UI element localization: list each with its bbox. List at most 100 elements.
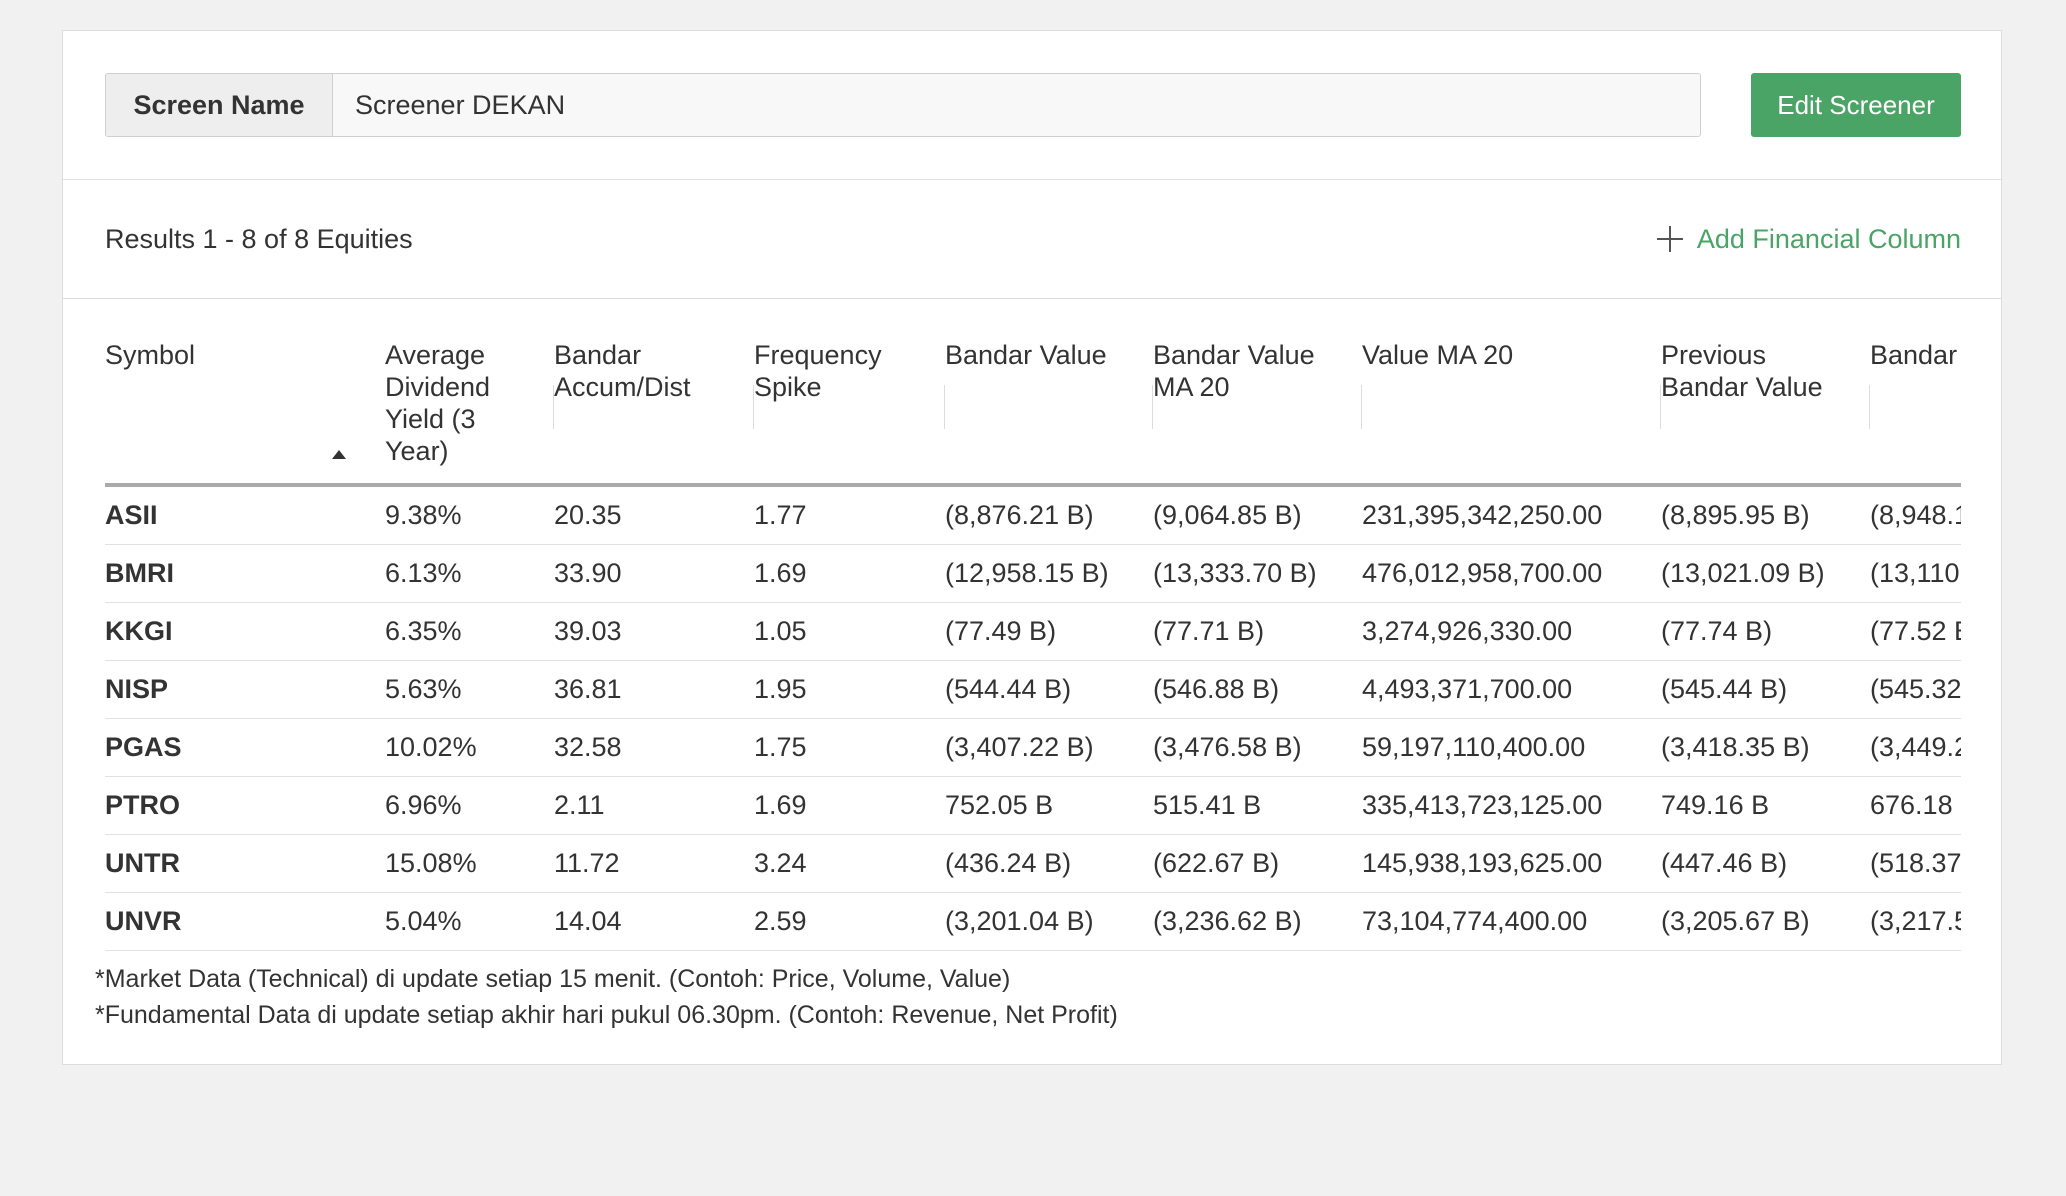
table-cell: (3,236.62 B)	[1153, 892, 1362, 951]
table-cell: (77.52 B)	[1870, 602, 1961, 661]
table-cell: (77.74 B)	[1661, 602, 1870, 661]
table-cell: 6.96%	[385, 776, 554, 835]
column-header-bandar-accum-dist[interactable]: Bandar Accum/Dist	[554, 299, 754, 487]
screener-card: Screen Name Edit Screener Results 1 - 8 …	[62, 30, 2002, 1065]
table-cell: 752.05 B	[945, 776, 1153, 835]
table-row[interactable]: PGAS 10.02% 32.58 1.75 (3,407.22 B) (3,476.58…	[105, 718, 1961, 777]
table-cell: 1.77	[754, 485, 945, 545]
table-cell: 1.69	[754, 544, 945, 603]
table-cell: 6.35%	[385, 602, 554, 661]
table-cell: 5.04%	[385, 892, 554, 951]
table-cell: (545.44 B)	[1661, 660, 1870, 719]
table-cell: 1.95	[754, 660, 945, 719]
table-cell: 20.35	[554, 485, 754, 545]
symbol-link[interactable]: PGAS	[105, 718, 385, 777]
table-cell: 9.38%	[385, 485, 554, 545]
table-cell: (436.24 B)	[945, 834, 1153, 893]
table-cell: 1.05	[754, 602, 945, 661]
table-cell: (8,876.21 B)	[945, 485, 1153, 545]
table-cell: (77.49 B)	[945, 602, 1153, 661]
sort-ascending-icon[interactable]	[332, 450, 346, 459]
table-cell: 3,274,926,330.00	[1362, 602, 1661, 661]
footnote-fundamental-data: *Fundamental Data di update setiap akhir…	[95, 1001, 1118, 1029]
footnote-market-data: *Market Data (Technical) di update setia…	[95, 965, 1011, 993]
symbol-link[interactable]: BMRI	[105, 544, 385, 603]
table-cell: 476,012,958,700.00	[1362, 544, 1661, 603]
screen-name-input[interactable]	[333, 74, 1700, 136]
table-cell: (545.32 B)	[1870, 660, 1961, 719]
table-cell: (3,217.55 B)	[1870, 892, 1961, 951]
table-cell: (546.88 B)	[1153, 660, 1362, 719]
symbol-link[interactable]: UNVR	[105, 892, 385, 951]
table-cell: (13,110.41 B)	[1870, 544, 1961, 603]
symbol-link[interactable]: PTRO	[105, 776, 385, 835]
table-row[interactable]: KKGI 6.35% 39.03 1.05 (77.49 B) (77.71 B) 3,27…	[105, 602, 1961, 661]
add-financial-column-link[interactable]: Add Financial Column	[1656, 180, 1961, 298]
edit-screener-button[interactable]: Edit Screener	[1751, 73, 1961, 137]
table-cell: (8,948.12 B)	[1870, 485, 1961, 545]
table-cell: 4,493,371,700.00	[1362, 660, 1661, 719]
table-row[interactable]: ASII 9.38% 20.35 1.77 (8,876.21 B) (9,064.85 …	[105, 485, 1961, 545]
table-cell: (3,205.67 B)	[1661, 892, 1870, 951]
table-cell: (9,064.85 B)	[1153, 485, 1362, 545]
table-row[interactable]: UNVR 5.04% 14.04 2.59 (3,201.04 B) (3,236.62 …	[105, 892, 1961, 951]
table-row[interactable]: BMRI 6.13% 33.90 1.69 (12,958.15 B) (13,333.7…	[105, 544, 1961, 603]
column-header-bandar-value-ma-10[interactable]: Bandar Value MA 10	[1870, 299, 1961, 487]
screen-name-group: Screen Name	[105, 73, 1701, 137]
table-cell: (13,333.70 B)	[1153, 544, 1362, 603]
table-cell: 5.63%	[385, 660, 554, 719]
table-cell: 59,197,110,400.00	[1362, 718, 1661, 777]
column-header-avg-dividend-yield[interactable]: Average Dividend Yield (3 Year)	[385, 299, 554, 487]
symbol-link[interactable]: ASII	[105, 485, 385, 545]
screen-name-row: Screen Name Edit Screener	[105, 73, 1961, 137]
table-cell: (3,476.58 B)	[1153, 718, 1362, 777]
table-cell: (3,449.27 B)	[1870, 718, 1961, 777]
table-cell: 2.59	[754, 892, 945, 951]
column-header-bandar-value-ma-20[interactable]: Bandar Value MA 20	[1153, 299, 1362, 487]
table-cell: 32.58	[554, 718, 754, 777]
table-cell: 14.04	[554, 892, 754, 951]
table-cell: 33.90	[554, 544, 754, 603]
table-cell: 335,413,723,125.00	[1362, 776, 1661, 835]
table-row[interactable]: NISP 5.63% 36.81 1.95 (544.44 B) (546.88 B) 4,…	[105, 660, 1961, 719]
table-cell: (544.44 B)	[945, 660, 1153, 719]
column-header-previous-bandar-value[interactable]: Previous Bandar Value	[1661, 299, 1870, 487]
table-cell: 749.16 B	[1661, 776, 1870, 835]
table-header-row: Symbol Average Dividend Yield (3 Year) B…	[105, 299, 1961, 487]
table-cell: 15.08%	[385, 834, 554, 893]
symbol-link[interactable]: UNTR	[105, 834, 385, 893]
table-cell: 2.11	[554, 776, 754, 835]
table-cell: 1.75	[754, 718, 945, 777]
table-cell: (447.46 B)	[1661, 834, 1870, 893]
table-cell: (77.71 B)	[1153, 602, 1362, 661]
column-header-frequency-spike[interactable]: Frequency Spike	[754, 299, 945, 487]
column-header-value-ma-20[interactable]: Value MA 20	[1362, 299, 1661, 487]
column-header-symbol[interactable]: Symbol	[105, 299, 385, 487]
table-cell: (8,895.95 B)	[1661, 485, 1870, 545]
table-body: ASII 9.38% 20.35 1.77 (8,876.21 B) (9,064.85 …	[105, 485, 1961, 951]
results-summary: Results 1 - 8 of 8 Equities	[105, 224, 413, 254]
table-cell: (3,407.22 B)	[945, 718, 1153, 777]
table-cell: 231,395,342,250.00	[1362, 485, 1661, 545]
results-table: Symbol Average Dividend Yield (3 Year) B…	[105, 299, 1961, 951]
results-table-container[interactable]: Symbol Average Dividend Yield (3 Year) B…	[105, 299, 1961, 951]
table-cell: 1.69	[754, 776, 945, 835]
table-cell: 39.03	[554, 602, 754, 661]
screen-name-label: Screen Name	[106, 74, 333, 136]
table-cell: 36.81	[554, 660, 754, 719]
table-cell: 145,938,193,625.00	[1362, 834, 1661, 893]
table-row[interactable]: PTRO 6.96% 2.11 1.69 752.05 B 515.41 B 335,413…	[105, 776, 1961, 835]
table-cell: 73,104,774,400.00	[1362, 892, 1661, 951]
symbol-link[interactable]: KKGI	[105, 602, 385, 661]
symbol-link[interactable]: NISP	[105, 660, 385, 719]
table-cell: (518.37 B)	[1870, 834, 1961, 893]
table-row[interactable]: UNTR 15.08% 11.72 3.24 (436.24 B) (622.67 B) 1…	[105, 834, 1961, 893]
table-cell: (3,201.04 B)	[945, 892, 1153, 951]
column-header-bandar-value[interactable]: Bandar Value	[945, 299, 1153, 487]
table-cell: (13,021.09 B)	[1661, 544, 1870, 603]
add-financial-column-label: Add Financial Column	[1696, 224, 1961, 254]
table-cell: 3.24	[754, 834, 945, 893]
plus-icon	[1656, 226, 1683, 252]
table-cell: (12,958.15 B)	[945, 544, 1153, 603]
table-cell: 515.41 B	[1153, 776, 1362, 835]
